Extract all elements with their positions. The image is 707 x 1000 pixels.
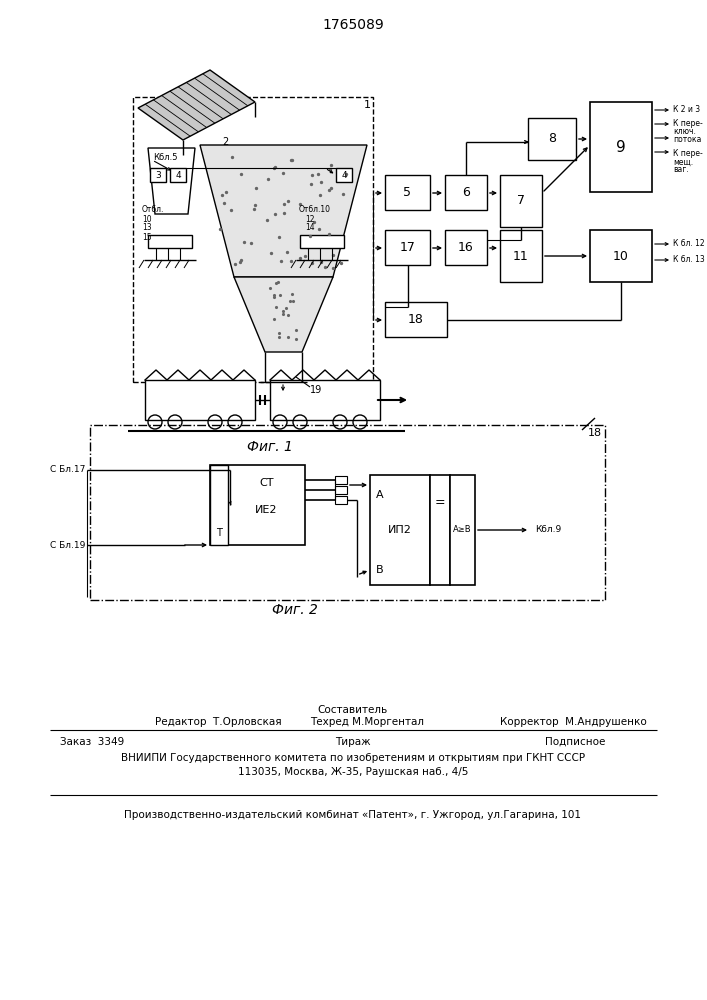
Text: А: А bbox=[376, 490, 384, 500]
Bar bbox=[150, 168, 166, 182]
Text: СТ: СТ bbox=[259, 478, 274, 488]
Text: 12: 12 bbox=[305, 215, 315, 224]
Text: 19: 19 bbox=[310, 385, 322, 395]
Text: Кбл.5: Кбл.5 bbox=[153, 152, 177, 161]
Text: 16: 16 bbox=[458, 241, 474, 254]
Bar bbox=[270, 380, 380, 420]
Polygon shape bbox=[200, 145, 367, 277]
Bar bbox=[590, 102, 652, 192]
Text: 4: 4 bbox=[175, 170, 181, 180]
Bar bbox=[90, 425, 605, 600]
Text: 17: 17 bbox=[399, 241, 416, 254]
Bar bbox=[430, 475, 450, 585]
Text: ИП2: ИП2 bbox=[388, 525, 412, 535]
Text: 14: 14 bbox=[305, 224, 315, 232]
Text: Заказ  3349: Заказ 3349 bbox=[60, 737, 124, 747]
Text: Техред М.Моргентал: Техред М.Моргентал bbox=[310, 717, 424, 727]
Text: ваг.: ваг. bbox=[673, 165, 689, 174]
Text: С Бл.17: С Бл.17 bbox=[49, 466, 85, 475]
Text: =: = bbox=[435, 496, 445, 509]
Text: 18: 18 bbox=[588, 428, 602, 438]
Text: Фиг. 2: Фиг. 2 bbox=[272, 603, 318, 617]
Text: 113035, Москва, Ж-35, Раушская наб., 4/5: 113035, Москва, Ж-35, Раушская наб., 4/5 bbox=[238, 767, 468, 777]
Bar bbox=[528, 118, 576, 160]
Bar bbox=[335, 476, 347, 484]
Text: К бл. 13: К бл. 13 bbox=[673, 255, 705, 264]
Text: 13: 13 bbox=[142, 224, 151, 232]
Text: Составитель: Составитель bbox=[318, 705, 388, 715]
Text: Кбл.9: Кбл.9 bbox=[535, 526, 561, 534]
Bar bbox=[450, 475, 475, 585]
Text: 10: 10 bbox=[142, 215, 151, 224]
Text: Корректор  М.Андрушенко: Корректор М.Андрушенко bbox=[500, 717, 647, 727]
Text: 1: 1 bbox=[363, 100, 370, 110]
Bar bbox=[500, 175, 542, 227]
Bar bbox=[335, 496, 347, 504]
Text: 7: 7 bbox=[517, 194, 525, 208]
Bar bbox=[145, 380, 255, 420]
Text: Фиг. 1: Фиг. 1 bbox=[247, 440, 293, 454]
Text: К пере-: К пере- bbox=[673, 119, 703, 128]
Bar bbox=[385, 230, 430, 265]
Text: Отбл.: Отбл. bbox=[142, 206, 164, 215]
Polygon shape bbox=[138, 70, 255, 140]
Text: К бл. 12: К бл. 12 bbox=[673, 239, 705, 248]
Bar bbox=[445, 175, 487, 210]
Bar bbox=[210, 465, 228, 545]
Text: 8: 8 bbox=[548, 132, 556, 145]
Text: 11: 11 bbox=[513, 249, 529, 262]
Text: 9: 9 bbox=[616, 139, 626, 154]
Text: ключ.: ключ. bbox=[673, 127, 696, 136]
Text: 10: 10 bbox=[613, 249, 629, 262]
Bar bbox=[300, 235, 344, 248]
Text: мещ.: мещ. bbox=[673, 157, 693, 166]
Bar bbox=[335, 486, 347, 494]
Text: 15: 15 bbox=[142, 232, 151, 241]
Bar bbox=[133, 97, 373, 382]
Polygon shape bbox=[148, 148, 195, 214]
Text: 1765089: 1765089 bbox=[322, 18, 384, 32]
Bar bbox=[590, 230, 652, 282]
Text: С Бл.19: С Бл.19 bbox=[49, 540, 85, 550]
Text: А≥В: А≥В bbox=[453, 526, 472, 534]
Text: 18: 18 bbox=[408, 313, 424, 326]
Text: Подписное: Подписное bbox=[545, 737, 605, 747]
Text: 2: 2 bbox=[222, 137, 228, 147]
Text: Т: Т bbox=[216, 528, 222, 538]
Text: потока: потока bbox=[673, 135, 701, 144]
Bar bbox=[148, 235, 192, 248]
Text: ВНИИПИ Государственного комитета по изобретениям и открытиям при ГКНТ СССР: ВНИИПИ Государственного комитета по изоб… bbox=[121, 753, 585, 763]
Text: Тираж: Тираж bbox=[335, 737, 370, 747]
Bar bbox=[336, 168, 352, 182]
Bar bbox=[170, 168, 186, 182]
Text: 5: 5 bbox=[404, 186, 411, 199]
Bar bbox=[210, 465, 305, 545]
Text: Производственно-издательский комбинат «Патент», г. Ужгород, ул.Гагарина, 101: Производственно-издательский комбинат «П… bbox=[124, 810, 581, 820]
Text: Редактор  Т.Орловская: Редактор Т.Орловская bbox=[155, 717, 281, 727]
Text: 4: 4 bbox=[341, 170, 347, 180]
Bar bbox=[370, 475, 430, 585]
Text: 6: 6 bbox=[462, 186, 470, 199]
Bar bbox=[385, 175, 430, 210]
Text: В: В bbox=[376, 565, 384, 575]
Text: ИЕ2: ИЕ2 bbox=[255, 505, 278, 515]
Text: Отбл.10: Отбл.10 bbox=[299, 206, 331, 215]
Text: К пере-: К пере- bbox=[673, 149, 703, 158]
Polygon shape bbox=[234, 277, 333, 352]
Text: 3: 3 bbox=[155, 170, 161, 180]
Text: К 2 и 3: К 2 и 3 bbox=[673, 105, 700, 114]
Bar bbox=[445, 230, 487, 265]
Bar bbox=[385, 302, 447, 337]
Bar bbox=[500, 230, 542, 282]
